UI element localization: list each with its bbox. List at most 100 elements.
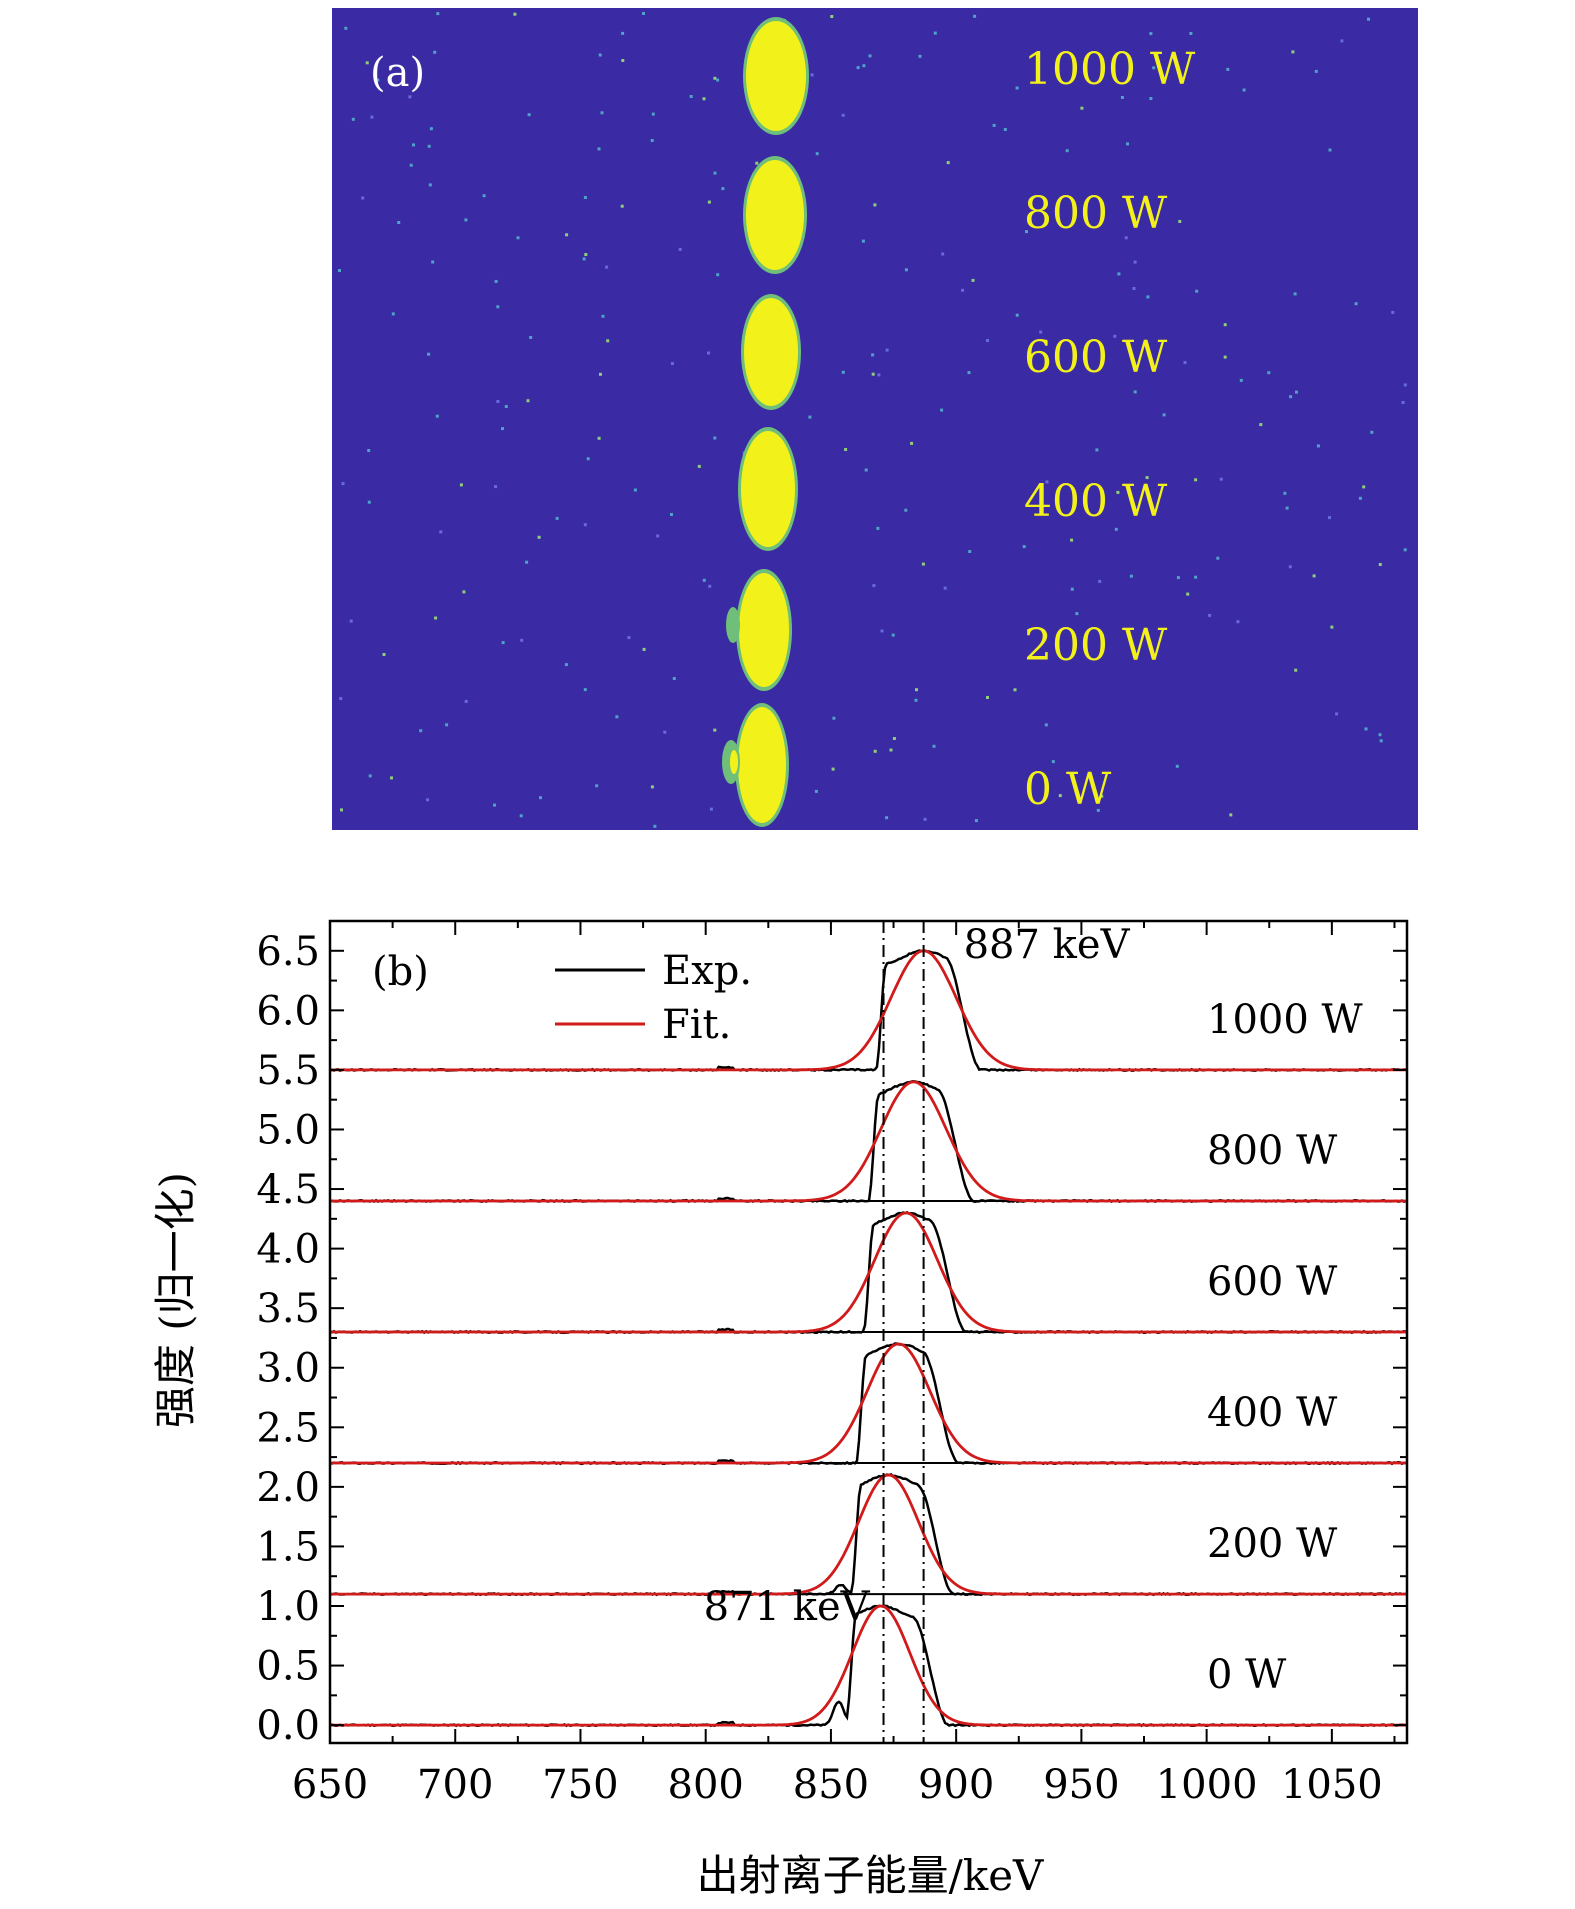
spectrum-power-label: 600 W [1207,1259,1337,1305]
x-tick-label: 800 [668,1762,744,1808]
noise-dot [1133,390,1137,394]
noise-dot [968,550,972,553]
noise-dot [1208,613,1212,617]
noise-dot [1335,712,1339,716]
noise-dot [633,488,637,492]
noise-dot [642,647,646,651]
y-tick-label: 1.5 [256,1524,320,1570]
y-tick-label: 6.0 [256,988,320,1034]
ion-spot [738,707,786,823]
noise-dot [1354,302,1358,306]
noise-dot [841,370,845,374]
noise-dot [606,339,610,343]
noise-dot [1100,794,1104,798]
noise-dot [923,817,927,821]
noise-dot [1015,86,1019,90]
y-tick-label: 4.0 [256,1227,320,1273]
noise-dot [1116,490,1120,494]
noise-dot [1379,739,1383,743]
noise-dot [1051,760,1055,764]
noise-dot [1162,413,1166,417]
noise-dot [367,449,371,452]
noise-dot [429,127,433,131]
fit-series-line [330,1342,1407,1465]
fit-series-line [330,1473,1407,1596]
noise-dot [1194,478,1198,482]
noise-dot [464,218,468,222]
noise-dot [621,31,625,35]
panel-a-ion-spots [722,17,809,827]
noise-dot [494,485,498,489]
x-tick-label: 650 [292,1762,368,1808]
noise-dot [361,196,365,200]
noise-dot [1216,556,1220,560]
fit-series-line [330,1604,1407,1727]
noise-dot [941,252,945,256]
ion-spot [741,431,795,547]
noise-dot [841,113,845,117]
noise-dot [408,95,412,99]
noise-dot [967,371,971,375]
reference-label-887: 887 keV [964,922,1131,968]
noise-dot [810,73,814,77]
noise-dot [755,161,759,165]
spectrum-power-label: 200 W [1207,1521,1337,1567]
noise-dot [1285,506,1289,510]
noise-dot [370,115,374,119]
noise-dot [986,339,989,342]
noise-dot [340,808,343,812]
noise-dot [1242,88,1246,92]
noise-dot [921,562,925,566]
noise-dot [409,163,413,167]
noise-dot [873,203,877,207]
noise-dot [584,253,588,256]
noise-dot [876,526,880,530]
noise-dot [1183,361,1187,365]
noise-dot [516,236,520,240]
noise-dot [1328,148,1332,152]
noise-dot [1065,149,1069,153]
noise-dot [599,372,602,376]
noise-dot [382,653,386,656]
noise-dot [1293,292,1297,296]
noise-dot [1364,727,1368,731]
noise-dot [702,97,706,101]
panel-b-data-lines [329,949,1407,1728]
panel-a-detector-image: (a) 1000 W 800 W 600 W 400 W 200 W 0 W [332,8,1418,830]
ion-spot [746,21,806,131]
noise-dot [889,748,893,752]
noise-dot [459,483,463,487]
noise-dot [539,796,542,800]
noise-dot [1025,230,1028,234]
noise-dot [426,798,430,802]
noise-dot [1098,579,1102,583]
noise-dot [844,448,848,451]
noise-dot [1194,575,1198,579]
power-label: 800 W [1024,188,1168,239]
noise-dot [519,814,523,818]
noise-dot [513,12,517,16]
noise-dot [341,482,345,486]
x-axis-label: 出射离子能量/keV [697,1851,1044,1900]
ion-spot [739,573,789,687]
noise-dot [672,677,676,680]
panel-b-axes: 650 700 750 800 850 900 950 1000 1050 0.0 0.5 1.0 1.… [256,919,1409,1808]
noise-dot [1003,128,1007,131]
y-tick-label: 6.5 [256,929,320,975]
y-tick-label: 3.5 [256,1286,320,1332]
noise-dot [1403,383,1407,387]
noise-dot [427,352,431,356]
legend-label: Fit. [662,1002,731,1048]
noise-dot [601,314,605,318]
noise-dot [1367,17,1370,21]
noise-dot [564,663,568,667]
noise-dot [709,807,713,811]
noise-dot [932,744,936,748]
noise-dot [1120,96,1124,99]
noise-dot [595,784,599,788]
fit-series-line [330,1080,1407,1203]
noise-dot [1045,480,1049,484]
power-label: 600 W [1024,332,1168,383]
plot-frame [328,919,1409,1745]
noise-dot [494,279,498,283]
